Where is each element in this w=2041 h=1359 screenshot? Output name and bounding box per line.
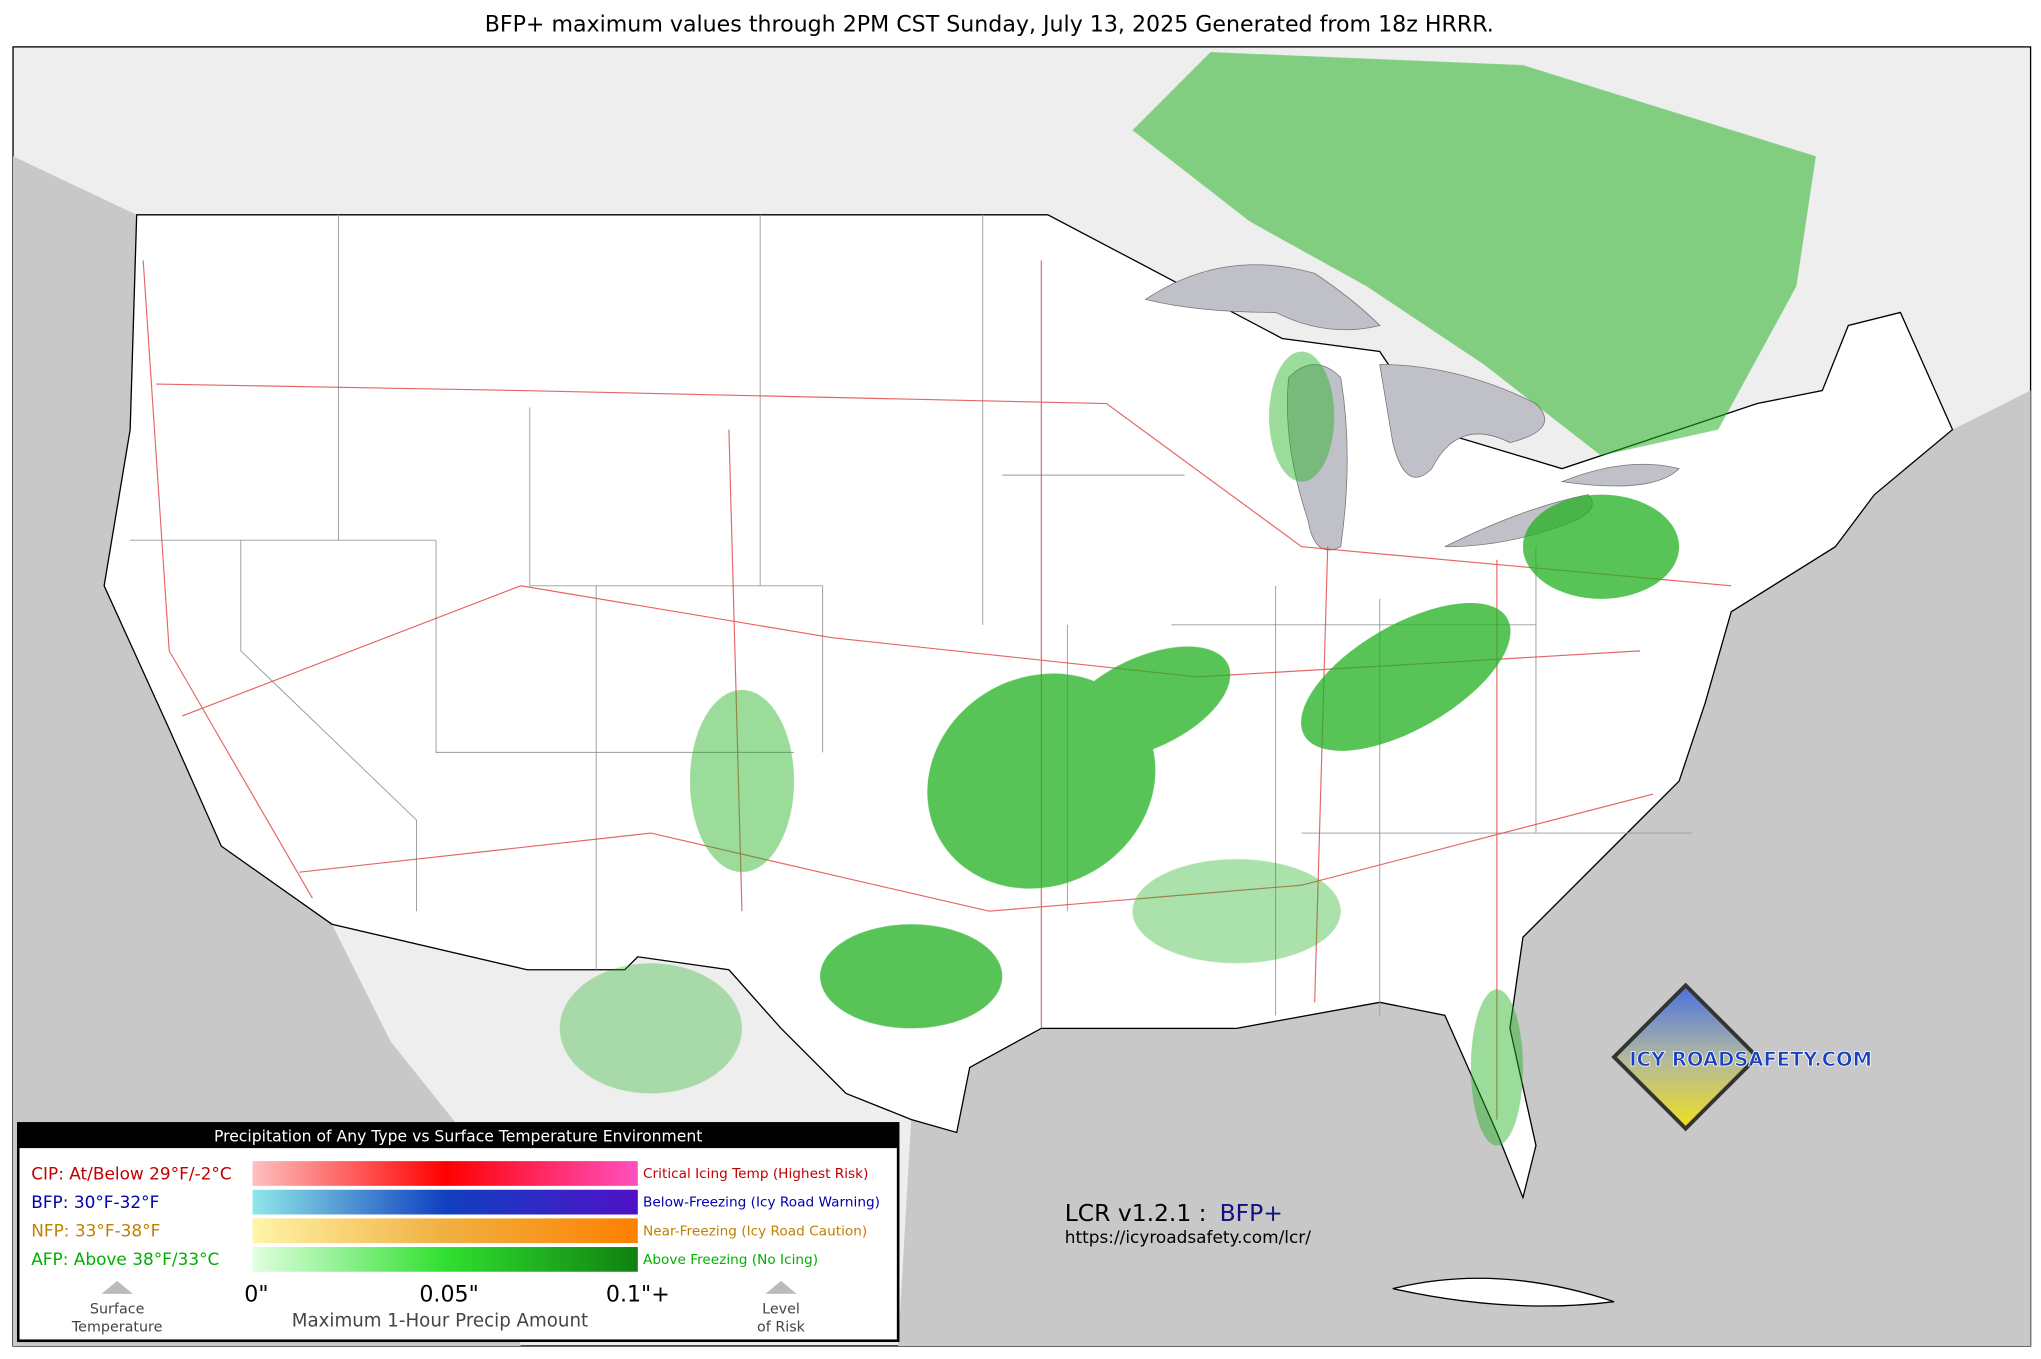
- version-url: https://icyroadsafety.com/lcr/: [1065, 1227, 1311, 1247]
- map: ICY ROADSAFETY.COM LCR v1.2.1 : BFP+ http…: [12, 46, 2032, 1347]
- legend-tick: 0.05": [419, 1282, 478, 1308]
- legend-ramp: [252, 1218, 638, 1244]
- legend-tick: 0": [244, 1282, 268, 1308]
- version-name: LCR v1.2.1 :: [1065, 1199, 1207, 1227]
- legend-description: Critical Icing Temp (Highest Risk): [643, 1166, 868, 1182]
- left-label-1: Surface: [90, 1301, 145, 1317]
- legend-label: NFP: 33°F-38°F: [31, 1221, 160, 1241]
- legend-description: Near-Freezing (Icy Road Caution): [643, 1223, 867, 1239]
- atlantic-gulf: [898, 390, 2031, 1346]
- legend-ramp: [252, 1189, 638, 1215]
- cuba: [1392, 1277, 1615, 1307]
- version: LCR v1.2.1 : BFP+: [1065, 1199, 1283, 1227]
- legend-ramp: [252, 1161, 638, 1186]
- logo: ICY ROADSAFETY.COM: [1611, 982, 1872, 1132]
- right-label-2: of Risk: [757, 1320, 806, 1336]
- legend-header: Precipitation of Any Type vs Surface Tem…: [214, 1128, 702, 1146]
- legend-label: AFP: Above 38°F/33°C: [31, 1249, 219, 1269]
- left-label-2: Temperature: [71, 1320, 163, 1336]
- right-arrow: [765, 1280, 797, 1294]
- right-label-1: Level: [762, 1301, 800, 1317]
- legend-description: Below-Freezing (Icy Road Warning): [643, 1195, 880, 1211]
- legend: Precipitation of Any Type vs Surface Tem…: [16, 1122, 900, 1343]
- legend-tick: 0.1"+: [606, 1282, 670, 1308]
- legend-label: CIP: At/Below 29°F/-2°C: [31, 1163, 231, 1183]
- legend-label: BFP: 30°F-32°F: [31, 1192, 159, 1212]
- axis-label: Maximum 1-Hour Precip Amount: [292, 1310, 588, 1331]
- precip: [559, 52, 1816, 1146]
- legend-ramp: [252, 1247, 638, 1272]
- version-product: BFP+: [1220, 1199, 1283, 1227]
- logo-text: ICY ROADSAFETY.COM: [1629, 1048, 1872, 1071]
- pacific: [13, 156, 521, 1346]
- legend-header-bar: [18, 1123, 899, 1149]
- title: BFP+ maximum values through 2PM CST Sund…: [485, 11, 1494, 37]
- legend-description: Above Freezing (No Icing): [643, 1252, 818, 1268]
- left-arrow: [101, 1280, 133, 1294]
